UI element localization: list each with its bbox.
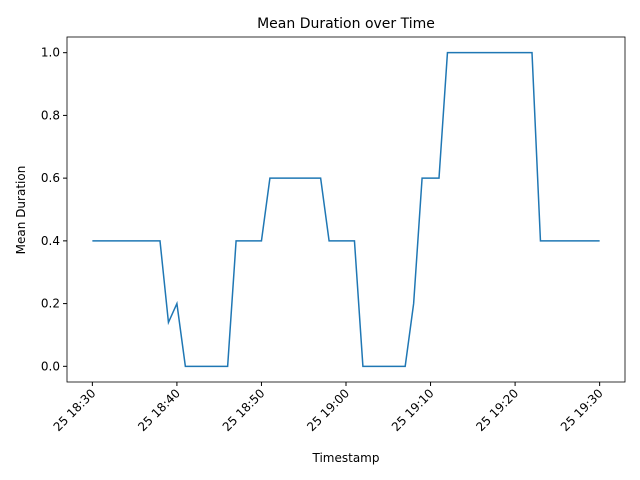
x-axis-label: Timestamp [312,451,380,465]
chart-title: Mean Duration over Time [257,16,435,32]
y-tick-label: 0.8 [41,108,60,122]
y-tick-label: 0.0 [41,359,60,373]
y-tick-label: 0.4 [41,234,60,248]
y-axis-label: Mean Duration [14,166,28,255]
y-tick-label: 0.6 [41,171,60,185]
plot-frame [66,36,626,383]
y-tick-label: 0.2 [41,297,60,311]
y-tick-label: 1.0 [41,46,60,60]
line-series [92,51,600,368]
